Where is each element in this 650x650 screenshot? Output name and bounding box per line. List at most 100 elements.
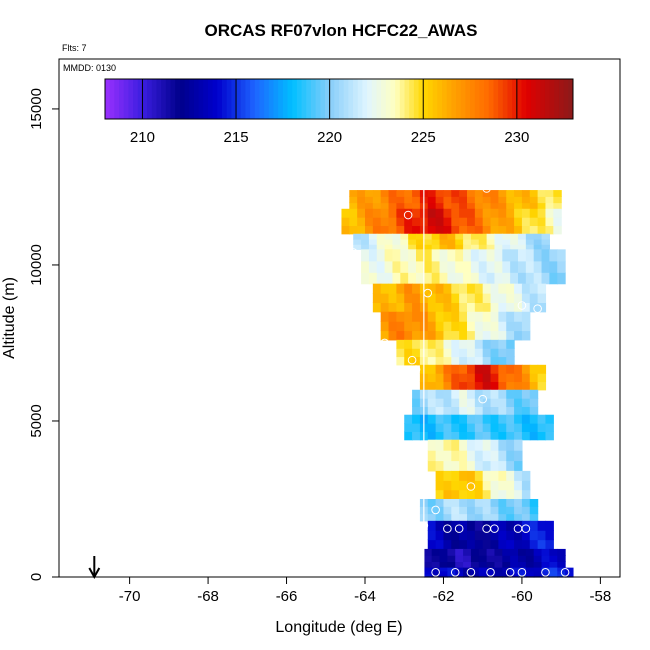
- heat-cell: [459, 196, 468, 204]
- heat-cell: [416, 249, 425, 262]
- heat-cell: [529, 398, 539, 408]
- heat-cell: [467, 450, 476, 462]
- heat-cell: [474, 513, 484, 522]
- heat-cell: [467, 373, 476, 383]
- colorbar-segment: [282, 79, 289, 119]
- heat-cell: [404, 225, 413, 235]
- heat-cell: [396, 190, 405, 197]
- heat-cell: [435, 450, 445, 462]
- heat-cell: [459, 450, 468, 462]
- heat-cell: [482, 439, 492, 451]
- colorbar-segment: [310, 79, 317, 119]
- heat-cell: [514, 406, 523, 416]
- heat-cell: [537, 283, 547, 294]
- heat-cell: [498, 520, 507, 531]
- heat-cell: [353, 244, 362, 250]
- heat-cell: [357, 217, 366, 227]
- heat-cell: [541, 567, 550, 572]
- heat-cell: [521, 364, 531, 374]
- heat-cell: [447, 272, 456, 285]
- heat-cell: [514, 364, 523, 374]
- heat-cell: [427, 373, 437, 383]
- heat-cell: [404, 190, 413, 197]
- heat-cell: [537, 190, 547, 197]
- heat-cell: [482, 348, 492, 358]
- sample-point: [466, 568, 476, 577]
- heat-cell: [388, 330, 397, 341]
- heat-cell: [451, 398, 460, 408]
- heat-cell: [451, 470, 460, 481]
- heat-cell: [443, 414, 452, 424]
- heat-cell: [412, 208, 421, 218]
- heat-cell: [404, 202, 413, 210]
- heat-cell: [427, 460, 437, 472]
- heat-cell: [408, 244, 417, 250]
- heat-cell: [427, 311, 437, 322]
- y-tick-label: 0: [28, 573, 45, 581]
- heat-cell: [435, 539, 445, 550]
- heat-cell: [514, 202, 523, 210]
- heat-cell: [494, 570, 503, 575]
- heat-cell: [474, 283, 484, 294]
- heat-cell: [416, 244, 425, 250]
- heat-cell: [427, 364, 437, 374]
- colorbar-segment: [184, 79, 190, 119]
- heat-cell: [549, 548, 558, 556]
- heat-cell: [384, 272, 394, 285]
- heat-cell: [443, 208, 452, 218]
- heat-cell: [494, 260, 503, 273]
- heat-cell: [482, 460, 492, 472]
- heat-cell: [459, 498, 468, 507]
- heat-cell: [506, 202, 515, 210]
- colorbar-segment: [554, 79, 560, 119]
- heat-cell: [361, 233, 370, 240]
- heat-cell: [427, 498, 437, 507]
- heat-cell: [435, 530, 445, 541]
- heat-cell: [529, 539, 539, 550]
- heat-cell: [365, 190, 374, 197]
- heat-cell: [537, 225, 547, 235]
- heat-cell: [502, 260, 511, 273]
- heat-cell: [416, 238, 425, 245]
- heat-cell: [521, 330, 531, 341]
- heat-cell: [514, 530, 523, 541]
- heat-cell: [435, 321, 445, 332]
- heat-cell: [412, 311, 421, 322]
- colorbar-segment: [189, 79, 195, 119]
- heat-cell: [474, 423, 484, 432]
- heat-cell: [498, 470, 507, 481]
- heat-cell: [474, 520, 484, 531]
- heat-cell: [396, 356, 405, 366]
- heat-cell: [361, 260, 370, 273]
- heat-cell: [467, 489, 476, 500]
- colorbar-segment: [544, 79, 551, 119]
- heat-cell: [439, 238, 448, 245]
- heat-cell: [474, 431, 484, 441]
- heat-cell: [498, 202, 507, 210]
- heat-cell: [463, 548, 472, 556]
- heat-cell: [368, 260, 378, 273]
- heat-cell: [431, 244, 441, 250]
- heat-cell: [498, 208, 507, 218]
- heat-cell: [455, 561, 464, 569]
- heat-cell: [545, 423, 554, 432]
- heat-cell: [463, 272, 472, 285]
- heat-cell: [404, 414, 413, 424]
- heat-cell: [498, 339, 507, 349]
- heat-cell: [506, 513, 515, 522]
- heat-cell: [435, 225, 445, 235]
- heat-cell: [490, 330, 499, 341]
- heat-cell: [431, 567, 441, 572]
- heat-cell: [443, 321, 452, 332]
- heat-cell: [365, 196, 374, 204]
- heat-cell: [443, 498, 452, 507]
- heat-cell: [372, 196, 382, 204]
- heat-cell: [416, 233, 425, 240]
- heat-cell: [427, 439, 437, 451]
- heat-cell: [545, 225, 554, 235]
- heat-cell: [518, 561, 527, 569]
- colorbar-segment: [109, 79, 115, 119]
- heat-cell: [431, 260, 441, 273]
- heat-cell: [525, 555, 535, 562]
- sample-point: [392, 432, 401, 441]
